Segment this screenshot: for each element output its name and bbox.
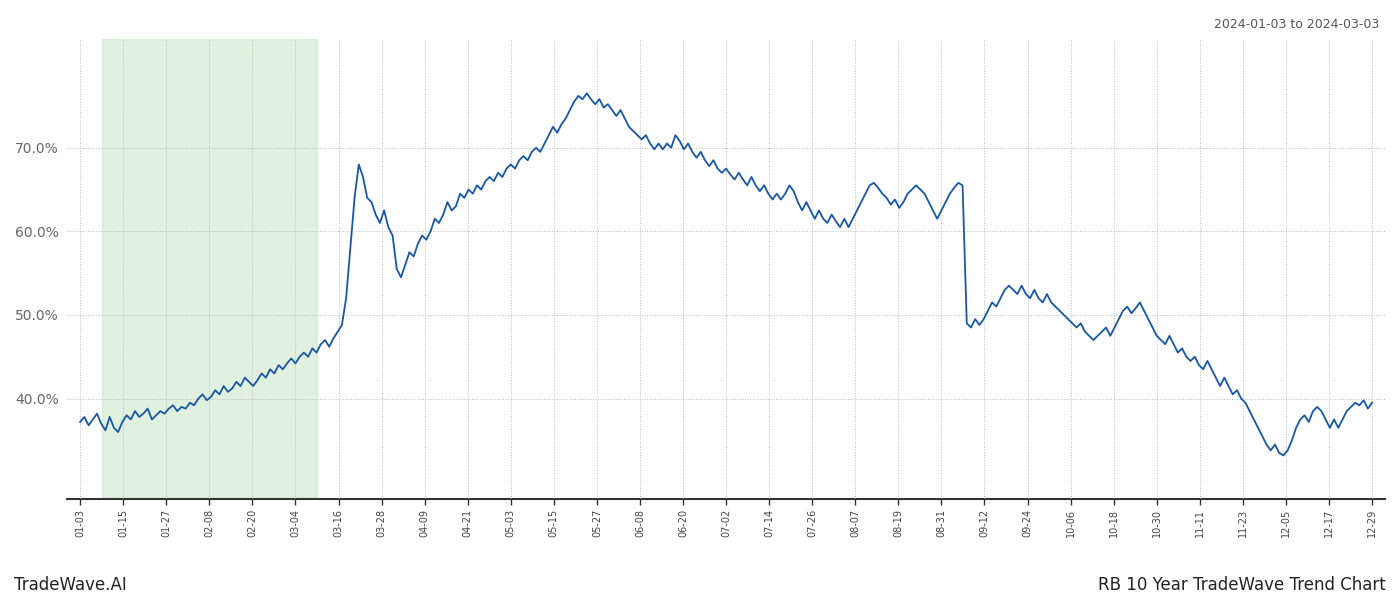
Text: 2024-01-03 to 2024-03-03: 2024-01-03 to 2024-03-03 <box>1214 18 1379 31</box>
Text: TradeWave.AI: TradeWave.AI <box>14 576 127 594</box>
Text: RB 10 Year TradeWave Trend Chart: RB 10 Year TradeWave Trend Chart <box>1098 576 1386 594</box>
Bar <box>102 39 316 499</box>
